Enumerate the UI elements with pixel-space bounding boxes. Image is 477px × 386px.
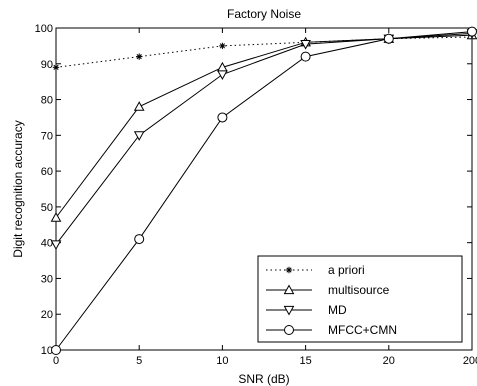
legend-marker [285, 266, 293, 274]
plot-area [55, 27, 473, 351]
data-point [219, 42, 226, 50]
data-point [300, 40, 311, 50]
y-tick-label: 20 [41, 309, 53, 321]
series-line [55, 36, 473, 68]
y-tick-label: 30 [41, 273, 53, 285]
series-a-priori [52, 33, 476, 71]
y-axis-title: Digit recognition accuracy [11, 120, 25, 257]
chart-title: Factory Noise [227, 7, 301, 21]
asterisk-stroke [286, 267, 292, 273]
legend-item-mfcc-cmn: MFCC+CMN [266, 323, 397, 337]
y-tick-label: 50 [41, 202, 53, 214]
asterisk-stroke [53, 64, 59, 70]
series-line [55, 34, 473, 218]
asterisk-stroke [219, 43, 225, 49]
x-tick-label: 15 [299, 355, 311, 367]
x-tick-label: 20 [383, 355, 395, 367]
legend-label: a priori [328, 263, 365, 277]
legend-marker [283, 305, 295, 316]
ticks: 0 5 10 15 20 200 10 20 30 40 50 60 70 80 90 100 [35, 23, 477, 367]
y-tick-label: 60 [41, 166, 53, 178]
y-tick-label: 80 [41, 95, 53, 107]
data-point [51, 345, 61, 355]
x-tick-label: 200 [463, 355, 477, 367]
legend-label: multisource [328, 283, 390, 297]
series-mfcc-cmn [51, 26, 477, 355]
series-line [55, 32, 473, 245]
y-tick-label: 100 [35, 23, 53, 35]
legend-item-multisource: multisource [266, 283, 390, 297]
data-point [133, 101, 145, 111]
data-point [134, 234, 145, 245]
legend-marker [283, 284, 295, 295]
y-tick-label: 40 [41, 238, 53, 250]
data-point [217, 70, 228, 81]
data-point [50, 212, 62, 222]
data-point [133, 131, 145, 141]
data-point [52, 64, 60, 71]
asterisk-stroke [136, 54, 142, 60]
x-tick-label: 0 [53, 355, 59, 367]
series-group [50, 26, 477, 355]
y-tick-label: 90 [41, 59, 53, 71]
data-point [383, 33, 394, 44]
legend-item-a-priori: a priori [266, 263, 365, 277]
legend-label: MFCC+CMN [328, 323, 397, 337]
x-axis-title: SNR (dB) [238, 372, 289, 386]
legend-marker [284, 325, 294, 335]
series-line [55, 31, 473, 351]
data-point [136, 53, 143, 60]
data-point [467, 26, 477, 37]
y-tick-label: 70 [41, 130, 53, 142]
y-tick-label: 10 [41, 345, 53, 357]
data-point [300, 51, 311, 62]
legend-item-md: MD [266, 303, 347, 317]
x-tick-label: 10 [216, 355, 228, 367]
legend: a priori multisource MD MFCC+CMN [257, 255, 463, 343]
data-point [50, 240, 62, 250]
x-tick-label: 5 [136, 355, 142, 367]
data-point [217, 112, 228, 123]
legend-label: MD [328, 303, 347, 317]
